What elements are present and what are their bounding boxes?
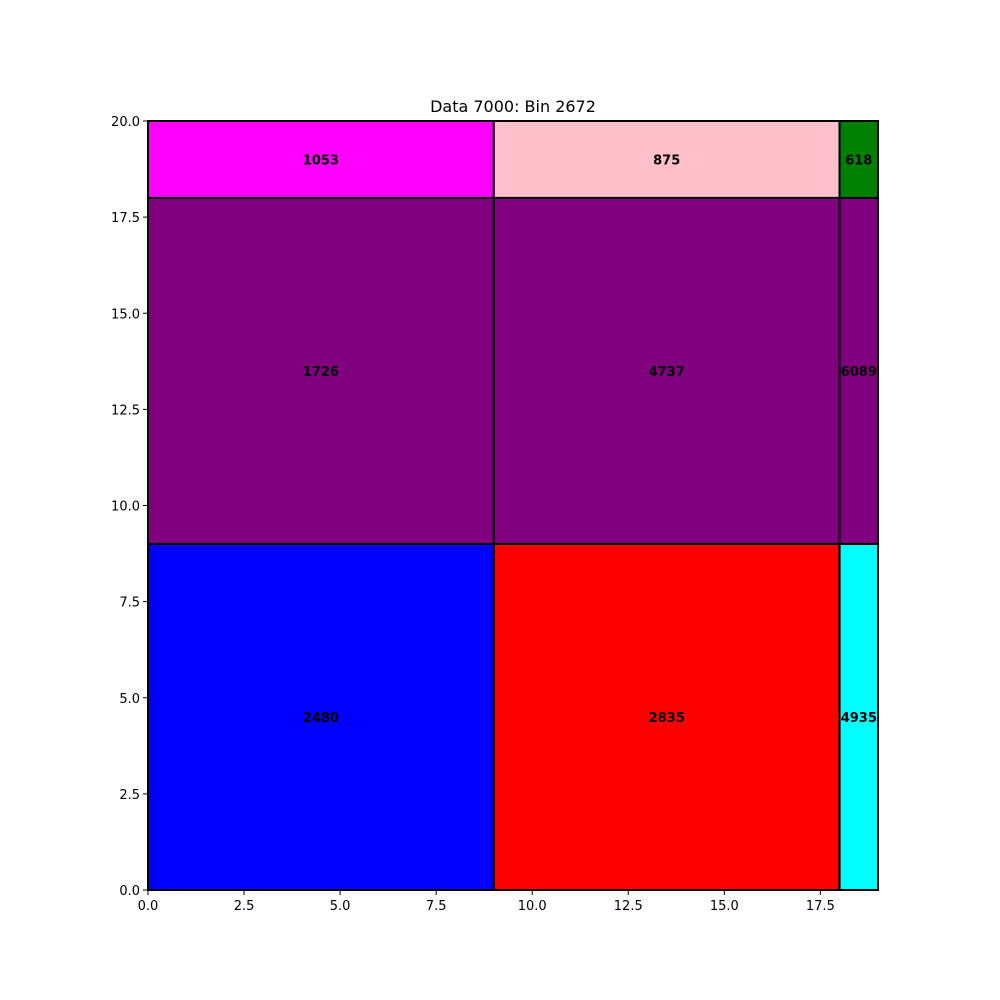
treemap-rect (492, 196, 841, 545)
treemap-rect (838, 120, 879, 199)
rect-value-label: 6089 (841, 365, 877, 380)
y-tick-label: 2.5 (119, 788, 140, 803)
treemap-rect (147, 120, 495, 199)
treemap-rect (147, 542, 495, 891)
x-tick-label: 0.0 (138, 899, 159, 914)
treemap-rect (147, 196, 495, 545)
rect-value-label: 1053 (303, 153, 339, 168)
rect-value-label: 1726 (303, 365, 339, 380)
x-tick-label: 15.0 (710, 899, 739, 914)
rect-value-label: 4737 (649, 365, 685, 380)
x-tick-label: 7.5 (426, 899, 447, 914)
x-tick-label: 5.0 (330, 899, 351, 914)
axes: 0.0 2.5 5.0 7.5 10.0 12.5 15.0 17.5 0.0 2.5 5.0 7.5… (111, 115, 879, 914)
rect-value-label: 4935 (841, 711, 877, 726)
x-tick-label: 17.5 (806, 899, 835, 914)
rect-value-label: 2480 (303, 711, 339, 726)
y-tick-label: 7.5 (119, 596, 140, 611)
y-tick-label: 15.0 (111, 307, 140, 322)
treemap-rect (838, 196, 879, 545)
x-tick-label: 2.5 (234, 899, 255, 914)
rect-value-label: 2835 (649, 711, 685, 726)
rect-value-label: 875 (653, 153, 680, 168)
rect-value-label: 618 (845, 153, 872, 168)
y-tick-label: 0.0 (119, 884, 140, 899)
chart-title: Data 7000: Bin 2672 (430, 97, 596, 116)
y-tick-label: 17.5 (111, 211, 140, 226)
y-tick-label: 5.0 (119, 692, 140, 707)
treemap-rect (492, 542, 841, 891)
treemap-rect (492, 120, 841, 199)
y-tick-label: 20.0 (111, 115, 140, 130)
treemap-rects: 2480 2835 4935 1726 4737 6089 1053 875 618 (147, 120, 879, 891)
y-tick-label: 12.5 (111, 403, 140, 418)
x-tick-label: 10.0 (518, 899, 547, 914)
x-tick-label: 12.5 (614, 899, 643, 914)
y-tick-label: 10.0 (111, 500, 140, 515)
